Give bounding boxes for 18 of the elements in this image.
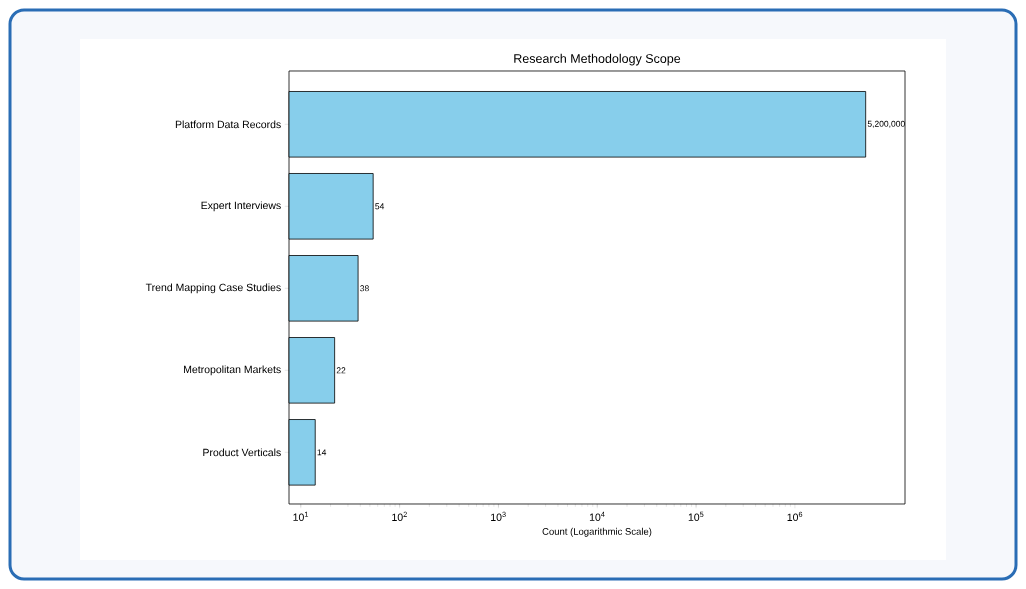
chart-title: Research Methodology Scope [514, 53, 681, 66]
x-tick-label: 10$^{4}$ [589, 511, 605, 521]
x-tick-label: 10$^{2}$ [392, 511, 407, 521]
y-tick-label: Expert Interviews [201, 201, 281, 212]
y-tick-label: Product Verticals [203, 448, 281, 457]
x-tick-label: 10$^{6}$ [787, 511, 803, 521]
x-tick-label: 10$^{3}$ [491, 511, 506, 521]
data-label: 14 [317, 449, 327, 456]
data-label: 5,200,000 [867, 120, 905, 128]
y-tick-label: Metropolitan Markets [184, 365, 281, 376]
y-tick-label: Platform Data Records [175, 120, 281, 129]
y-tick-label: Trend Mapping Case Studies [145, 283, 281, 294]
data-label: 38 [360, 285, 369, 292]
data-label: 22 [336, 367, 346, 374]
data-label: 54 [375, 203, 385, 210]
x-tick-label: 10$^{5}$ [688, 511, 704, 521]
x-tick-label: 10$^{1}$ [293, 511, 309, 521]
x-axis-title: Count (Logarithmic Scale) [542, 527, 652, 537]
